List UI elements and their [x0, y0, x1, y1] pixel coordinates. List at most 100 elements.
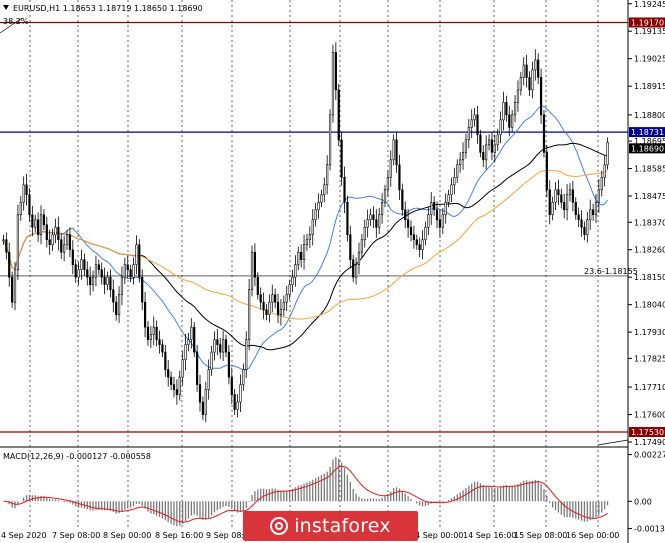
chart-menu-triangle-icon[interactable] [3, 5, 9, 10]
macd-label: MACD(12,26,9) -0.000127 -0.000558 [3, 452, 151, 461]
level-price-box [629, 127, 665, 138]
candle-body [175, 389, 178, 395]
candle-body [496, 134, 499, 146]
candle-body [103, 276, 106, 285]
candle-body [39, 214, 43, 236]
candle-body [398, 164, 401, 191]
time-tick-label: 14 Sep 00:00 [410, 531, 463, 540]
candle-body [178, 376, 181, 395]
ma-orange-line [2, 169, 608, 320]
candle-body [482, 152, 485, 161]
candle-body [453, 177, 456, 186]
candle-body [274, 294, 277, 303]
candle-body [499, 119, 502, 136]
level-price-box [629, 17, 665, 28]
candle-body [323, 184, 326, 196]
candle-body [135, 244, 138, 266]
candle-body [224, 339, 228, 353]
candle-body [91, 276, 95, 285]
level-price-label: 1.18731 [631, 128, 664, 137]
candle-body [268, 301, 271, 315]
macd-panel: 0.002273 0.00 -0.001324 [3, 451, 665, 533]
candle-body [320, 194, 323, 203]
candle-body [444, 201, 447, 216]
candle-body [54, 226, 57, 236]
candle-body [383, 189, 387, 203]
candle-body [421, 239, 424, 251]
candle-body [606, 142, 609, 166]
candle-body [126, 264, 129, 270]
candle-body [141, 276, 144, 303]
candle-body [366, 219, 369, 228]
candle-body [470, 119, 473, 128]
candle-body [86, 269, 89, 278]
candle-body [352, 259, 355, 278]
ma-blue-line [2, 105, 608, 371]
candle-body [138, 244, 141, 278]
fib-diagonal-line [0, 17, 23, 34]
candle-body [580, 219, 583, 228]
candle-body [2, 239, 5, 242]
candle-body [172, 384, 176, 390]
candle-body [337, 89, 340, 141]
candle-body [288, 284, 291, 295]
price-tick-label: 1.17825 [634, 354, 665, 363]
candle-body [155, 326, 158, 340]
candle-body [314, 209, 317, 221]
candle-body [554, 189, 557, 203]
candle-body [16, 214, 19, 270]
logo-wordmark: instaforex [294, 515, 391, 537]
candle-body [262, 301, 265, 310]
candle-body [490, 139, 494, 153]
candle-body [557, 189, 560, 196]
candle-body [25, 184, 28, 196]
candle-body [525, 64, 528, 78]
candle-body [473, 114, 476, 121]
price-tick-label: 1.18260 [634, 246, 665, 255]
candle-body [196, 351, 199, 385]
candle-body [435, 209, 439, 221]
candle-body [378, 214, 381, 228]
candle-body [167, 369, 170, 378]
candle-body [343, 177, 346, 203]
candle-body [94, 264, 98, 278]
candle-body [597, 189, 600, 203]
macd-signal-line [3, 465, 608, 523]
price-axis: 1.19245 1.19135 1.19025 1.18915 1.18800 1.186… [628, 0, 665, 447]
candle-body [404, 209, 407, 221]
candle-body [519, 77, 522, 91]
candle-body [132, 264, 135, 278]
candle-body [456, 164, 459, 178]
candle-body [204, 389, 207, 415]
moving-averages [2, 105, 608, 371]
candle-body [317, 201, 320, 211]
candle-body [363, 226, 366, 241]
candle-body [184, 344, 187, 360]
candle-body [409, 226, 413, 236]
candle-body [563, 201, 566, 211]
candle-body [276, 301, 280, 315]
candle-body [522, 64, 525, 78]
candle-body [256, 276, 259, 295]
candle-body [146, 326, 150, 340]
time-tick-label: 16 Sep 00:00 [566, 531, 619, 540]
candle-body [219, 344, 222, 353]
candle-body [89, 276, 92, 285]
candle-body [308, 234, 311, 241]
candle-body [45, 224, 48, 241]
candle-body [372, 214, 375, 221]
candle-body [253, 251, 257, 278]
candle-body [360, 239, 363, 253]
candle-body [537, 59, 540, 78]
time-tick-label: 14 Sep 16:00 [463, 531, 516, 540]
current-price-label: 1.18690 [631, 144, 664, 153]
candle-body [285, 294, 288, 303]
candle-body [161, 344, 164, 353]
candle-body [438, 219, 442, 228]
candle-body [19, 201, 22, 216]
candle-body [565, 194, 569, 211]
horizontal-levels[interactable]: 1.19170 1.18731 1.17530 1.18690 23.6-1.18155 [0, 17, 665, 446]
candle-body [450, 184, 453, 196]
candle-body [326, 164, 329, 186]
